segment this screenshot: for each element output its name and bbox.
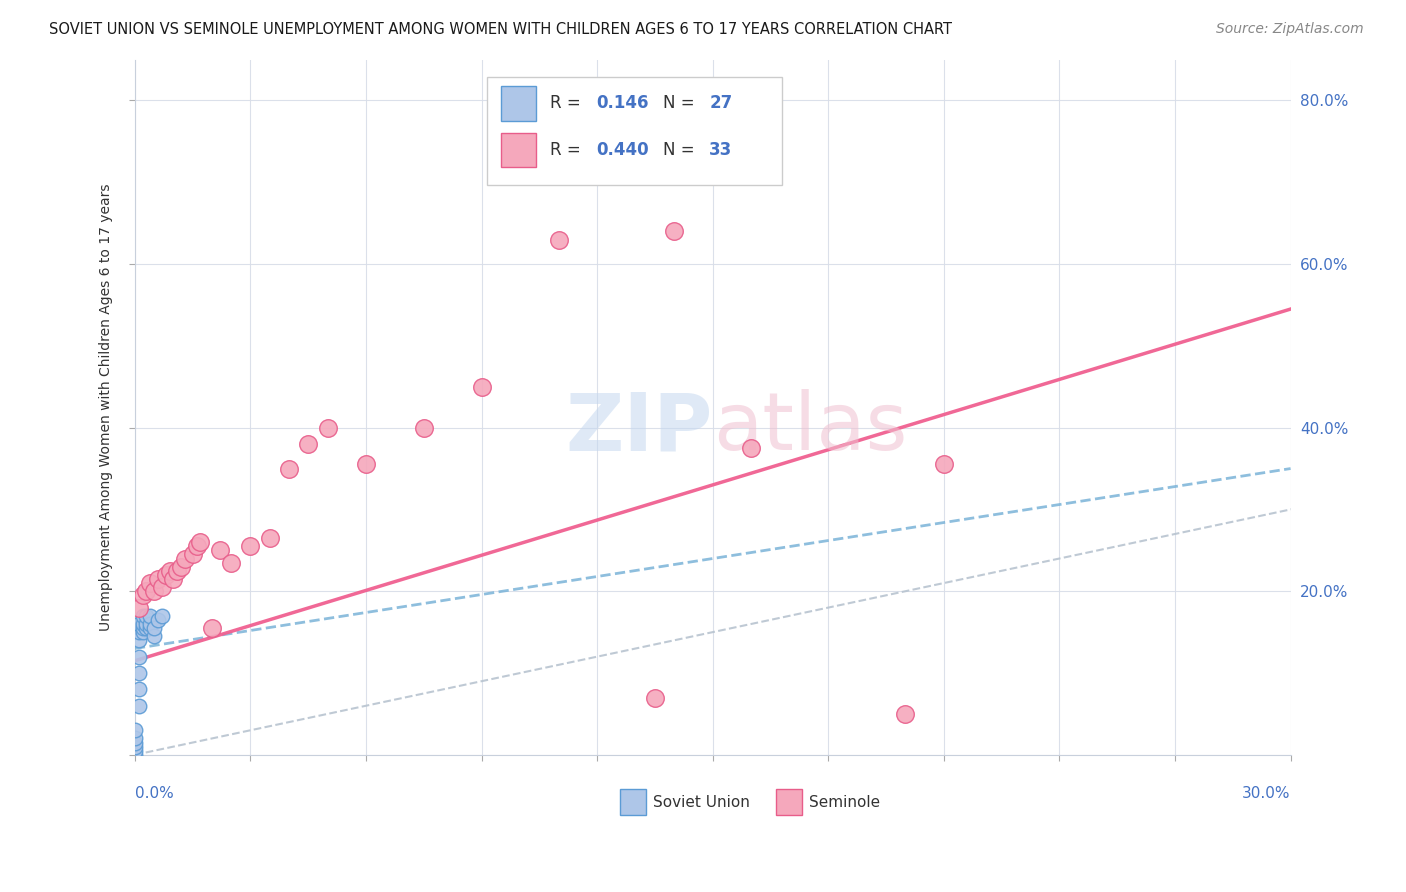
- Point: [124, 723, 146, 738]
- Point: [471, 380, 494, 394]
- Point: [128, 633, 150, 648]
- Point: [155, 567, 177, 582]
- Text: 30.0%: 30.0%: [1241, 786, 1291, 801]
- Point: [219, 556, 242, 570]
- Point: [131, 621, 153, 635]
- Point: [354, 458, 377, 472]
- Text: 0.146: 0.146: [596, 95, 648, 112]
- Point: [166, 564, 188, 578]
- Point: [135, 616, 157, 631]
- Text: SOVIET UNION VS SEMINOLE UNEMPLOYMENT AMONG WOMEN WITH CHILDREN AGES 6 TO 17 YEA: SOVIET UNION VS SEMINOLE UNEMPLOYMENT AM…: [49, 22, 952, 37]
- Point: [412, 420, 434, 434]
- Point: [131, 588, 153, 602]
- Point: [159, 564, 181, 578]
- FancyBboxPatch shape: [502, 86, 536, 120]
- Point: [139, 576, 162, 591]
- Point: [146, 613, 169, 627]
- Text: 0.440: 0.440: [596, 141, 648, 159]
- Point: [297, 437, 319, 451]
- Point: [239, 539, 262, 553]
- Point: [128, 698, 150, 713]
- Text: R =: R =: [550, 95, 586, 112]
- Point: [278, 461, 301, 475]
- Point: [135, 621, 157, 635]
- Point: [143, 621, 166, 635]
- Text: R =: R =: [550, 141, 586, 159]
- Point: [170, 559, 193, 574]
- Text: Source: ZipAtlas.com: Source: ZipAtlas.com: [1216, 22, 1364, 37]
- Point: [316, 420, 339, 434]
- Point: [201, 621, 224, 635]
- Point: [139, 621, 162, 635]
- Point: [740, 441, 762, 455]
- Point: [135, 608, 157, 623]
- Point: [150, 580, 173, 594]
- Y-axis label: Unemployment Among Women with Children Ages 6 to 17 years: Unemployment Among Women with Children A…: [100, 184, 114, 631]
- FancyBboxPatch shape: [776, 789, 801, 815]
- Point: [124, 735, 146, 749]
- Point: [150, 608, 173, 623]
- Point: [190, 535, 212, 549]
- Point: [547, 233, 569, 247]
- Point: [131, 616, 153, 631]
- Text: 0.0%: 0.0%: [135, 786, 173, 801]
- Text: 27: 27: [709, 95, 733, 112]
- Point: [135, 584, 157, 599]
- Point: [174, 551, 197, 566]
- Text: Seminole: Seminole: [808, 795, 880, 810]
- Point: [131, 625, 153, 640]
- Point: [181, 548, 204, 562]
- FancyBboxPatch shape: [502, 133, 536, 168]
- Text: 33: 33: [709, 141, 733, 159]
- Point: [932, 458, 955, 472]
- Point: [128, 682, 150, 697]
- Text: ZIP: ZIP: [565, 389, 713, 467]
- Point: [143, 584, 166, 599]
- Point: [124, 739, 146, 754]
- Point: [128, 649, 150, 664]
- Point: [259, 531, 281, 545]
- Point: [186, 539, 208, 553]
- Point: [664, 224, 686, 238]
- Point: [128, 616, 150, 631]
- Point: [131, 608, 153, 623]
- Point: [644, 690, 666, 705]
- Point: [208, 543, 231, 558]
- Point: [162, 572, 184, 586]
- Point: [146, 572, 169, 586]
- Point: [894, 706, 917, 721]
- Point: [128, 625, 150, 640]
- Point: [124, 744, 146, 758]
- FancyBboxPatch shape: [620, 789, 645, 815]
- Text: atlas: atlas: [713, 389, 907, 467]
- Point: [139, 616, 162, 631]
- Point: [128, 600, 150, 615]
- Point: [139, 608, 162, 623]
- FancyBboxPatch shape: [488, 77, 782, 185]
- Text: N =: N =: [664, 141, 700, 159]
- Text: N =: N =: [664, 95, 700, 112]
- Point: [124, 747, 146, 762]
- Text: Soviet Union: Soviet Union: [652, 795, 749, 810]
- Point: [124, 731, 146, 746]
- Point: [128, 666, 150, 681]
- Point: [143, 629, 166, 643]
